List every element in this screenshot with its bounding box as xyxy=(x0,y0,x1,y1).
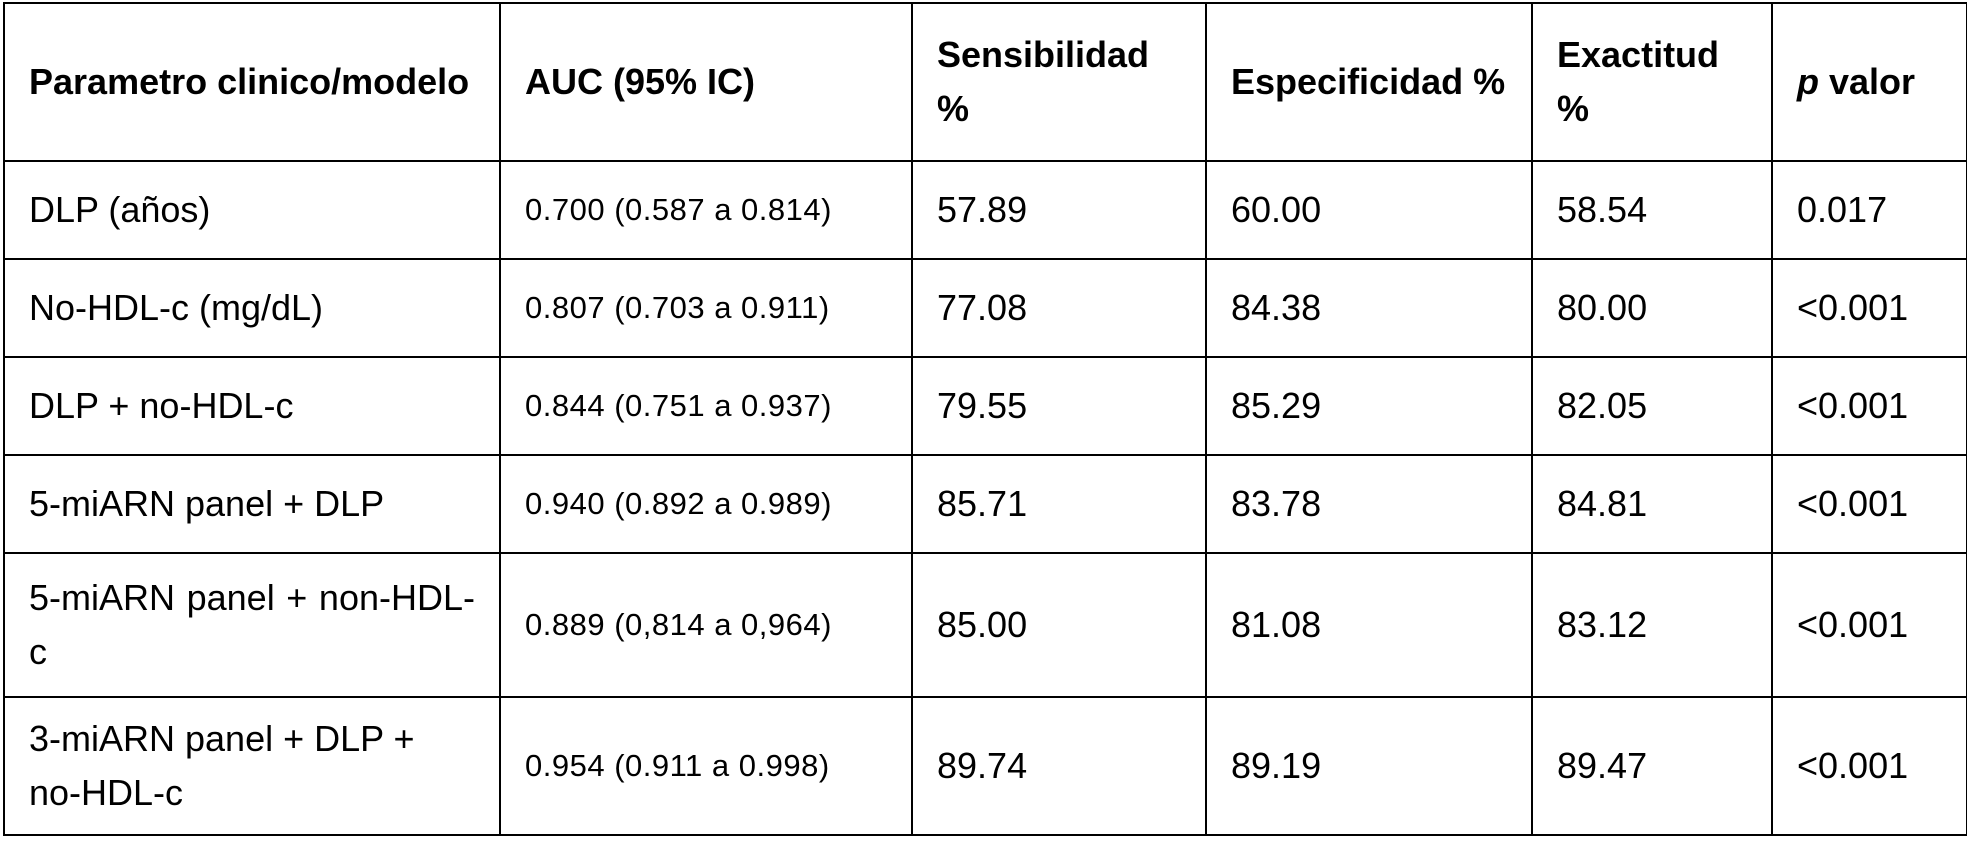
cell-exactitud: 80.00 xyxy=(1532,259,1772,357)
cell-auc: 0.700 (0.587 a 0.814) xyxy=(500,161,912,259)
cell-exactitud: 84.81 xyxy=(1532,455,1772,553)
cell-sensibilidad: 85.71 xyxy=(912,455,1206,553)
cell-exactitud: 82.05 xyxy=(1532,357,1772,455)
cell-auc: 0.954 (0.911 a 0.998) xyxy=(500,697,912,835)
table-row: 3-miARN panel + DLP + no-HDL-c 0.954 (0.… xyxy=(4,697,1967,835)
cell-especificidad: 81.08 xyxy=(1206,553,1532,697)
header-p-italic: p xyxy=(1797,61,1819,102)
cell-exactitud: 83.12 xyxy=(1532,553,1772,697)
cell-exactitud: 58.54 xyxy=(1532,161,1772,259)
cell-sensibilidad: 57.89 xyxy=(912,161,1206,259)
cell-especificidad: 60.00 xyxy=(1206,161,1532,259)
cell-param: 5-miARN panel + non-HDL-c xyxy=(4,553,500,697)
results-table: Parametro clinico/modelo AUC (95% IC) Se… xyxy=(3,2,1967,836)
cell-p-valor: <0.001 xyxy=(1772,357,1967,455)
cell-p-valor: 0.017 xyxy=(1772,161,1967,259)
table-row: No-HDL-c (mg/dL) 0.807 (0.703 a 0.911) 7… xyxy=(4,259,1967,357)
header-especificidad: Especificidad % xyxy=(1206,3,1532,161)
cell-p-valor: <0.001 xyxy=(1772,553,1967,697)
cell-auc: 0.940 (0.892 a 0.989) xyxy=(500,455,912,553)
table-row: 5-miARN panel + DLP 0.940 (0.892 a 0.989… xyxy=(4,455,1967,553)
cell-sensibilidad: 89.74 xyxy=(912,697,1206,835)
cell-especificidad: 83.78 xyxy=(1206,455,1532,553)
cell-especificidad: 89.19 xyxy=(1206,697,1532,835)
cell-exactitud: 89.47 xyxy=(1532,697,1772,835)
cell-auc: 0.807 (0.703 a 0.911) xyxy=(500,259,912,357)
results-table-container: Parametro clinico/modelo AUC (95% IC) Se… xyxy=(3,2,1967,836)
cell-sensibilidad: 77.08 xyxy=(912,259,1206,357)
cell-sensibilidad: 79.55 xyxy=(912,357,1206,455)
header-auc: AUC (95% IC) xyxy=(500,3,912,161)
cell-p-valor: <0.001 xyxy=(1772,259,1967,357)
table-row: 5-miARN panel + non-HDL-c 0.889 (0,814 a… xyxy=(4,553,1967,697)
cell-especificidad: 85.29 xyxy=(1206,357,1532,455)
header-parametro: Parametro clinico/modelo xyxy=(4,3,500,161)
cell-especificidad: 84.38 xyxy=(1206,259,1532,357)
cell-sensibilidad: 85.00 xyxy=(912,553,1206,697)
table-row: DLP + no-HDL-c 0.844 (0.751 a 0.937) 79.… xyxy=(4,357,1967,455)
header-p-rest: valor xyxy=(1819,61,1915,102)
cell-param: 3-miARN panel + DLP + no-HDL-c xyxy=(4,697,500,835)
cell-param: DLP (años) xyxy=(4,161,500,259)
table-row: DLP (años) 0.700 (0.587 a 0.814) 57.89 6… xyxy=(4,161,1967,259)
header-row: Parametro clinico/modelo AUC (95% IC) Se… xyxy=(4,3,1967,161)
cell-auc: 0.889 (0,814 a 0,964) xyxy=(500,553,912,697)
cell-p-valor: <0.001 xyxy=(1772,455,1967,553)
cell-p-valor: <0.001 xyxy=(1772,697,1967,835)
cell-param: 5-miARN panel + DLP xyxy=(4,455,500,553)
cell-param: No-HDL-c (mg/dL) xyxy=(4,259,500,357)
header-exactitud: Exactitud % xyxy=(1532,3,1772,161)
header-p-valor: p valor xyxy=(1772,3,1967,161)
header-sensibilidad: Sensibilidad % xyxy=(912,3,1206,161)
cell-auc: 0.844 (0.751 a 0.937) xyxy=(500,357,912,455)
cell-param: DLP + no-HDL-c xyxy=(4,357,500,455)
